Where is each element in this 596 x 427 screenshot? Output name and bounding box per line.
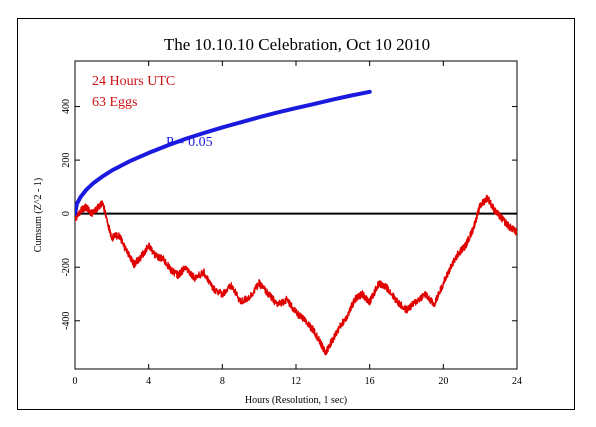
x-tick-label: 16 xyxy=(365,376,375,387)
annotation-p-value: P = 0.05 xyxy=(166,135,213,150)
x-axis-ticks: 0 4 8 12 16 20 24 xyxy=(73,61,522,387)
x-tick-label: 0 xyxy=(73,376,78,387)
x-tick-label: 8 xyxy=(220,376,225,387)
y-tick-label: -200 xyxy=(61,258,72,276)
x-tick-label: 24 xyxy=(512,376,522,387)
series-cumsum-line xyxy=(75,194,517,356)
y-tick-label: 400 xyxy=(61,99,72,114)
y-tick-label: -400 xyxy=(61,312,72,330)
x-tick-label: 20 xyxy=(438,376,448,387)
y-tick-label: 200 xyxy=(61,153,72,168)
x-tick-label: 4 xyxy=(146,376,151,387)
y-axis-label: Cumsum (Z^2 - 1) xyxy=(33,178,44,252)
chart-title: The 10.10.10 Celebration, Oct 10 2010 xyxy=(164,35,430,54)
x-tick-label: 12 xyxy=(291,376,301,387)
x-axis-label: Hours (Resolution, 1 sec) xyxy=(245,395,347,406)
series-probability-envelope xyxy=(75,89,372,216)
annotation-period: 24 Hours UTC xyxy=(92,74,175,89)
y-tick-label: 0 xyxy=(61,211,72,216)
annotation-eggs: 63 Eggs xyxy=(92,95,138,110)
